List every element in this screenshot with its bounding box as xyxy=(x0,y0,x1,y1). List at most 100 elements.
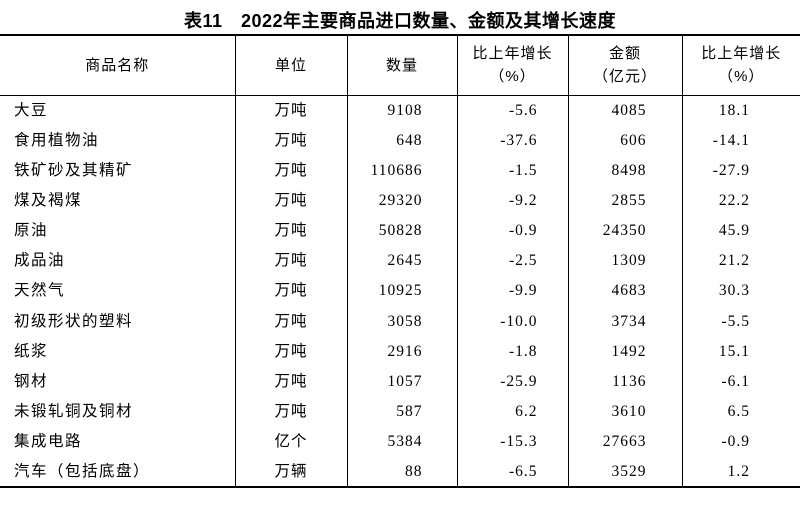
table-row: 初级形状的塑料 万吨 3058 -10.0 3734 -5.5 xyxy=(0,306,800,337)
table-header: 商品名称 单位 数量 比上年增长 （%） 金额 （亿元） 比上年增长 （%） xyxy=(0,35,800,96)
table-row: 煤及褐煤 万吨 29320 -9.2 2855 22.2 xyxy=(0,185,800,216)
cell-amount: 3734 xyxy=(567,306,682,337)
cell-unit: 万吨 xyxy=(234,366,347,397)
cell-amount: 4085 xyxy=(567,95,682,126)
cell-quantity-growth: -15.3 xyxy=(456,427,568,458)
table-row: 食用植物油 万吨 648 -37.6 606 -14.1 xyxy=(0,125,800,156)
table-row: 纸浆 万吨 2916 -1.8 1492 15.1 xyxy=(0,336,800,367)
cell-amount-growth: 1.2 xyxy=(681,457,800,488)
cell-quantity: 648 xyxy=(346,125,457,156)
col-header-commodity-name: 商品名称 xyxy=(0,35,235,96)
cell-name: 钢材 xyxy=(14,373,49,391)
cell-amount: 2855 xyxy=(567,185,682,216)
table-title: 表11 2022年主要商品进口数量、金额及其增长速度 xyxy=(183,11,617,31)
cell-unit: 万吨 xyxy=(234,336,347,367)
table-body: 大豆 万吨 9108 -5.6 4085 18.1 食用植物油 万吨 648 -37.6 606 -1… xyxy=(0,95,800,488)
cell-quantity-growth: -6.5 xyxy=(456,457,568,488)
cell-quantity: 10925 xyxy=(346,276,457,307)
cell-amount-growth: 18.1 xyxy=(681,95,800,126)
cell-unit: 万吨 xyxy=(234,276,347,307)
cell-quantity-growth: -1.8 xyxy=(456,336,568,367)
cell-quantity-growth: -2.5 xyxy=(456,245,568,277)
cell-quantity: 5384 xyxy=(346,427,457,458)
import-commodities-table: 商品名称 单位 数量 比上年增长 （%） 金额 （亿元） 比上年增长 （%） 大… xyxy=(0,34,800,489)
header-row: 商品名称 单位 数量 比上年增长 （%） 金额 （亿元） 比上年增长 （%） xyxy=(0,35,800,96)
cell-amount-growth: -14.1 xyxy=(681,125,800,156)
cell-quantity: 587 xyxy=(346,396,457,428)
cell-amount: 3610 xyxy=(567,396,682,428)
cell-quantity: 3058 xyxy=(346,306,457,337)
cell-unit: 万吨 xyxy=(234,95,347,126)
cell-amount-growth: 30.3 xyxy=(681,276,800,307)
col-header-amount-growth: 比上年增长 （%） xyxy=(681,35,800,96)
cell-name: 成品油 xyxy=(14,252,66,270)
col-header-quantity-growth: 比上年增长 （%） xyxy=(456,35,568,96)
cell-quantity: 9108 xyxy=(346,95,457,126)
cell-quantity-growth: -1.5 xyxy=(456,155,568,186)
table-row: 集成电路 亿个 5384 -15.3 27663 -0.9 xyxy=(0,427,800,458)
table-row: 天然气 万吨 10925 -9.9 4683 30.3 xyxy=(0,276,800,307)
cell-amount-growth: 22.2 xyxy=(681,185,800,216)
cell-name: 食用植物油 xyxy=(14,131,100,149)
cell-quantity: 2645 xyxy=(346,245,457,277)
cell-amount-growth: 6.5 xyxy=(681,396,800,428)
col-header-unit: 单位 xyxy=(234,35,347,96)
cell-name: 大豆 xyxy=(14,101,49,119)
cell-quantity-growth: -9.2 xyxy=(456,185,568,216)
cell-amount-growth: 21.2 xyxy=(681,245,800,277)
cell-unit: 万吨 xyxy=(234,125,347,156)
cell-unit: 万吨 xyxy=(234,215,347,246)
cell-amount-growth: 15.1 xyxy=(681,336,800,367)
cell-unit: 万吨 xyxy=(234,155,347,186)
cell-unit: 万吨 xyxy=(234,306,347,337)
cell-quantity: 88 xyxy=(346,457,457,488)
cell-quantity-growth: -9.9 xyxy=(456,276,568,307)
table-row: 铁矿砂及其精矿 万吨 110686 -1.5 8498 -27.9 xyxy=(0,155,800,186)
cell-unit: 亿个 xyxy=(234,427,347,458)
cell-name: 汽车（包括底盘） xyxy=(14,463,151,481)
cell-quantity-growth: -10.0 xyxy=(456,306,568,337)
cell-amount: 1136 xyxy=(567,366,682,397)
cell-amount: 1309 xyxy=(567,245,682,277)
cell-name: 煤及褐煤 xyxy=(14,191,83,209)
cell-name: 集成电路 xyxy=(14,433,83,451)
cell-name: 未锻轧铜及铜材 xyxy=(14,403,134,421)
table-row: 未锻轧铜及铜材 万吨 587 6.2 3610 6.5 xyxy=(0,396,800,428)
cell-unit: 万吨 xyxy=(234,245,347,277)
cell-amount-growth: -0.9 xyxy=(681,427,800,458)
col-header-amount: 金额 （亿元） xyxy=(567,35,682,96)
cell-quantity: 1057 xyxy=(346,366,457,397)
cell-unit: 万辆 xyxy=(234,457,347,488)
cell-quantity: 110686 xyxy=(346,155,457,186)
cell-amount: 27663 xyxy=(567,427,682,458)
cell-quantity: 50828 xyxy=(346,215,457,246)
cell-amount: 1492 xyxy=(567,336,682,367)
cell-amount-growth: -5.5 xyxy=(681,306,800,337)
table-row: 钢材 万吨 1057 -25.9 1136 -6.1 xyxy=(0,366,800,397)
table-row: 原油 万吨 50828 -0.9 24350 45.9 xyxy=(0,215,800,246)
cell-amount-growth: -27.9 xyxy=(681,155,800,186)
cell-quantity-growth: -5.6 xyxy=(456,95,568,126)
cell-quantity: 2916 xyxy=(346,336,457,367)
cell-name: 纸浆 xyxy=(14,342,49,360)
table-row: 成品油 万吨 2645 -2.5 1309 21.2 xyxy=(0,245,800,277)
cell-quantity: 29320 xyxy=(346,185,457,216)
cell-name: 初级形状的塑料 xyxy=(14,312,134,330)
cell-amount: 4683 xyxy=(567,276,682,307)
cell-amount-growth: -6.1 xyxy=(681,366,800,397)
cell-amount: 8498 xyxy=(567,155,682,186)
table-row: 汽车（包括底盘） 万辆 88 -6.5 3529 1.2 xyxy=(0,457,800,488)
cell-unit: 万吨 xyxy=(234,396,347,428)
cell-unit: 万吨 xyxy=(234,185,347,216)
cell-name: 天然气 xyxy=(14,282,66,300)
table-row: 大豆 万吨 9108 -5.6 4085 18.1 xyxy=(0,95,800,126)
cell-amount: 24350 xyxy=(567,215,682,246)
cell-name: 原油 xyxy=(14,222,49,240)
cell-amount: 606 xyxy=(567,125,682,156)
cell-quantity-growth: -37.6 xyxy=(456,125,568,156)
cell-quantity-growth: 6.2 xyxy=(456,396,568,428)
cell-amount-growth: 45.9 xyxy=(681,215,800,246)
cell-quantity-growth: -0.9 xyxy=(456,215,568,246)
col-header-quantity: 数量 xyxy=(346,35,457,96)
